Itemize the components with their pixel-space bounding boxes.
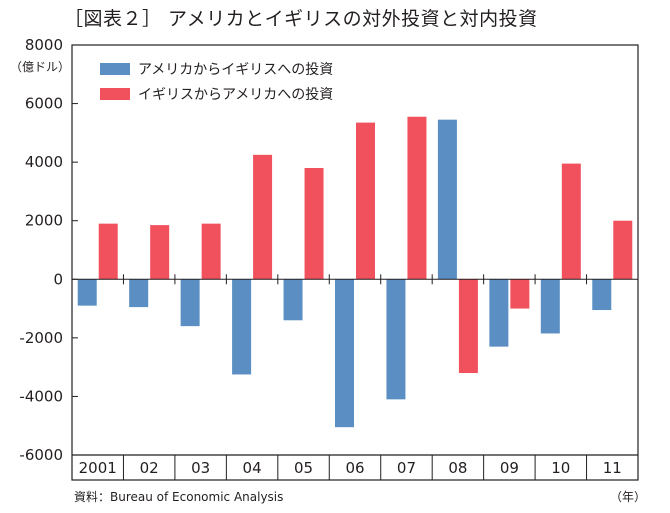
source-note: 資料：Bureau of Economic Analysis: [74, 490, 284, 504]
bar-uk-to-us: [253, 154, 273, 280]
bar-uk-to-us: [150, 225, 170, 280]
plot-frame: [71, 44, 639, 481]
y-tick-label: 6000: [25, 95, 63, 113]
bar-us-to-uk: [129, 279, 149, 308]
bar-us-to-uk: [592, 279, 612, 311]
y-tick-label: -2000: [19, 329, 63, 347]
x-tick-label: 10: [551, 459, 570, 477]
y-axis-unit-label: （億ドル）: [10, 60, 71, 74]
bar-us-to-uk: [540, 279, 560, 334]
bars-group: [77, 116, 633, 428]
bar-uk-to-us: [201, 223, 221, 280]
y-tick-label: 0: [53, 270, 63, 288]
bar-uk-to-us: [458, 279, 478, 373]
legend-label-uk-to-us: イギリスからアメリカへの投資: [138, 87, 333, 103]
bar-us-to-uk: [386, 279, 406, 400]
bar-us-to-uk: [180, 279, 200, 327]
bar-us-to-uk: [232, 279, 252, 375]
x-axis-labels: 2001 02 03 04 05 06 07 08 09 10 11: [79, 459, 622, 477]
bar-uk-to-us: [356, 122, 375, 280]
x-tick-label: 04: [243, 459, 262, 477]
legend: アメリカからイギリスへの投資 イギリスからアメリカへの投資: [100, 62, 333, 103]
legend-swatch-uk-to-us: [100, 88, 130, 100]
bar-uk-to-us: [510, 279, 530, 309]
x-tick-label: 08: [448, 459, 467, 477]
chart-title: ［図表２］ アメリカとイギリスの対外投資と対内投資: [64, 8, 538, 30]
y-tick-label: 4000: [25, 153, 63, 171]
x-tick-label: 05: [294, 459, 313, 477]
legend-swatch-us-to-uk: [100, 63, 130, 75]
bar-us-to-uk: [335, 279, 354, 428]
bar-us-to-uk: [489, 279, 509, 347]
y-tick-label: 8000: [25, 36, 63, 54]
x-tick-label: 02: [140, 459, 159, 477]
bar-uk-to-us: [561, 163, 581, 280]
y-axis-ticks: 8000 6000 4000 2000 0 -2000 -4000 -6000: [19, 36, 78, 464]
x-tick-label: 07: [397, 459, 416, 477]
x-tick-label: 2001: [79, 459, 117, 477]
bar-uk-to-us: [98, 223, 118, 280]
category-dividers: [122, 274, 588, 480]
x-tick-label: 06: [345, 459, 364, 477]
bar-us-to-uk: [437, 119, 457, 280]
bar-uk-to-us: [613, 220, 633, 280]
x-tick-label: 11: [603, 459, 622, 477]
y-tick-label: -6000: [19, 446, 63, 464]
y-tick-label: 2000: [25, 212, 63, 230]
bar-us-to-uk: [283, 279, 303, 321]
y-tick-label: -4000: [19, 387, 63, 405]
bar-uk-to-us: [407, 116, 427, 280]
legend-label-us-to-uk: アメリカからイギリスへの投資: [138, 62, 333, 78]
bar-uk-to-us: [304, 168, 324, 280]
x-tick-label: 09: [500, 459, 519, 477]
bar-us-to-uk: [77, 279, 97, 306]
x-tick-label: 03: [191, 459, 210, 477]
x-axis-unit-label: （年）: [610, 490, 647, 504]
